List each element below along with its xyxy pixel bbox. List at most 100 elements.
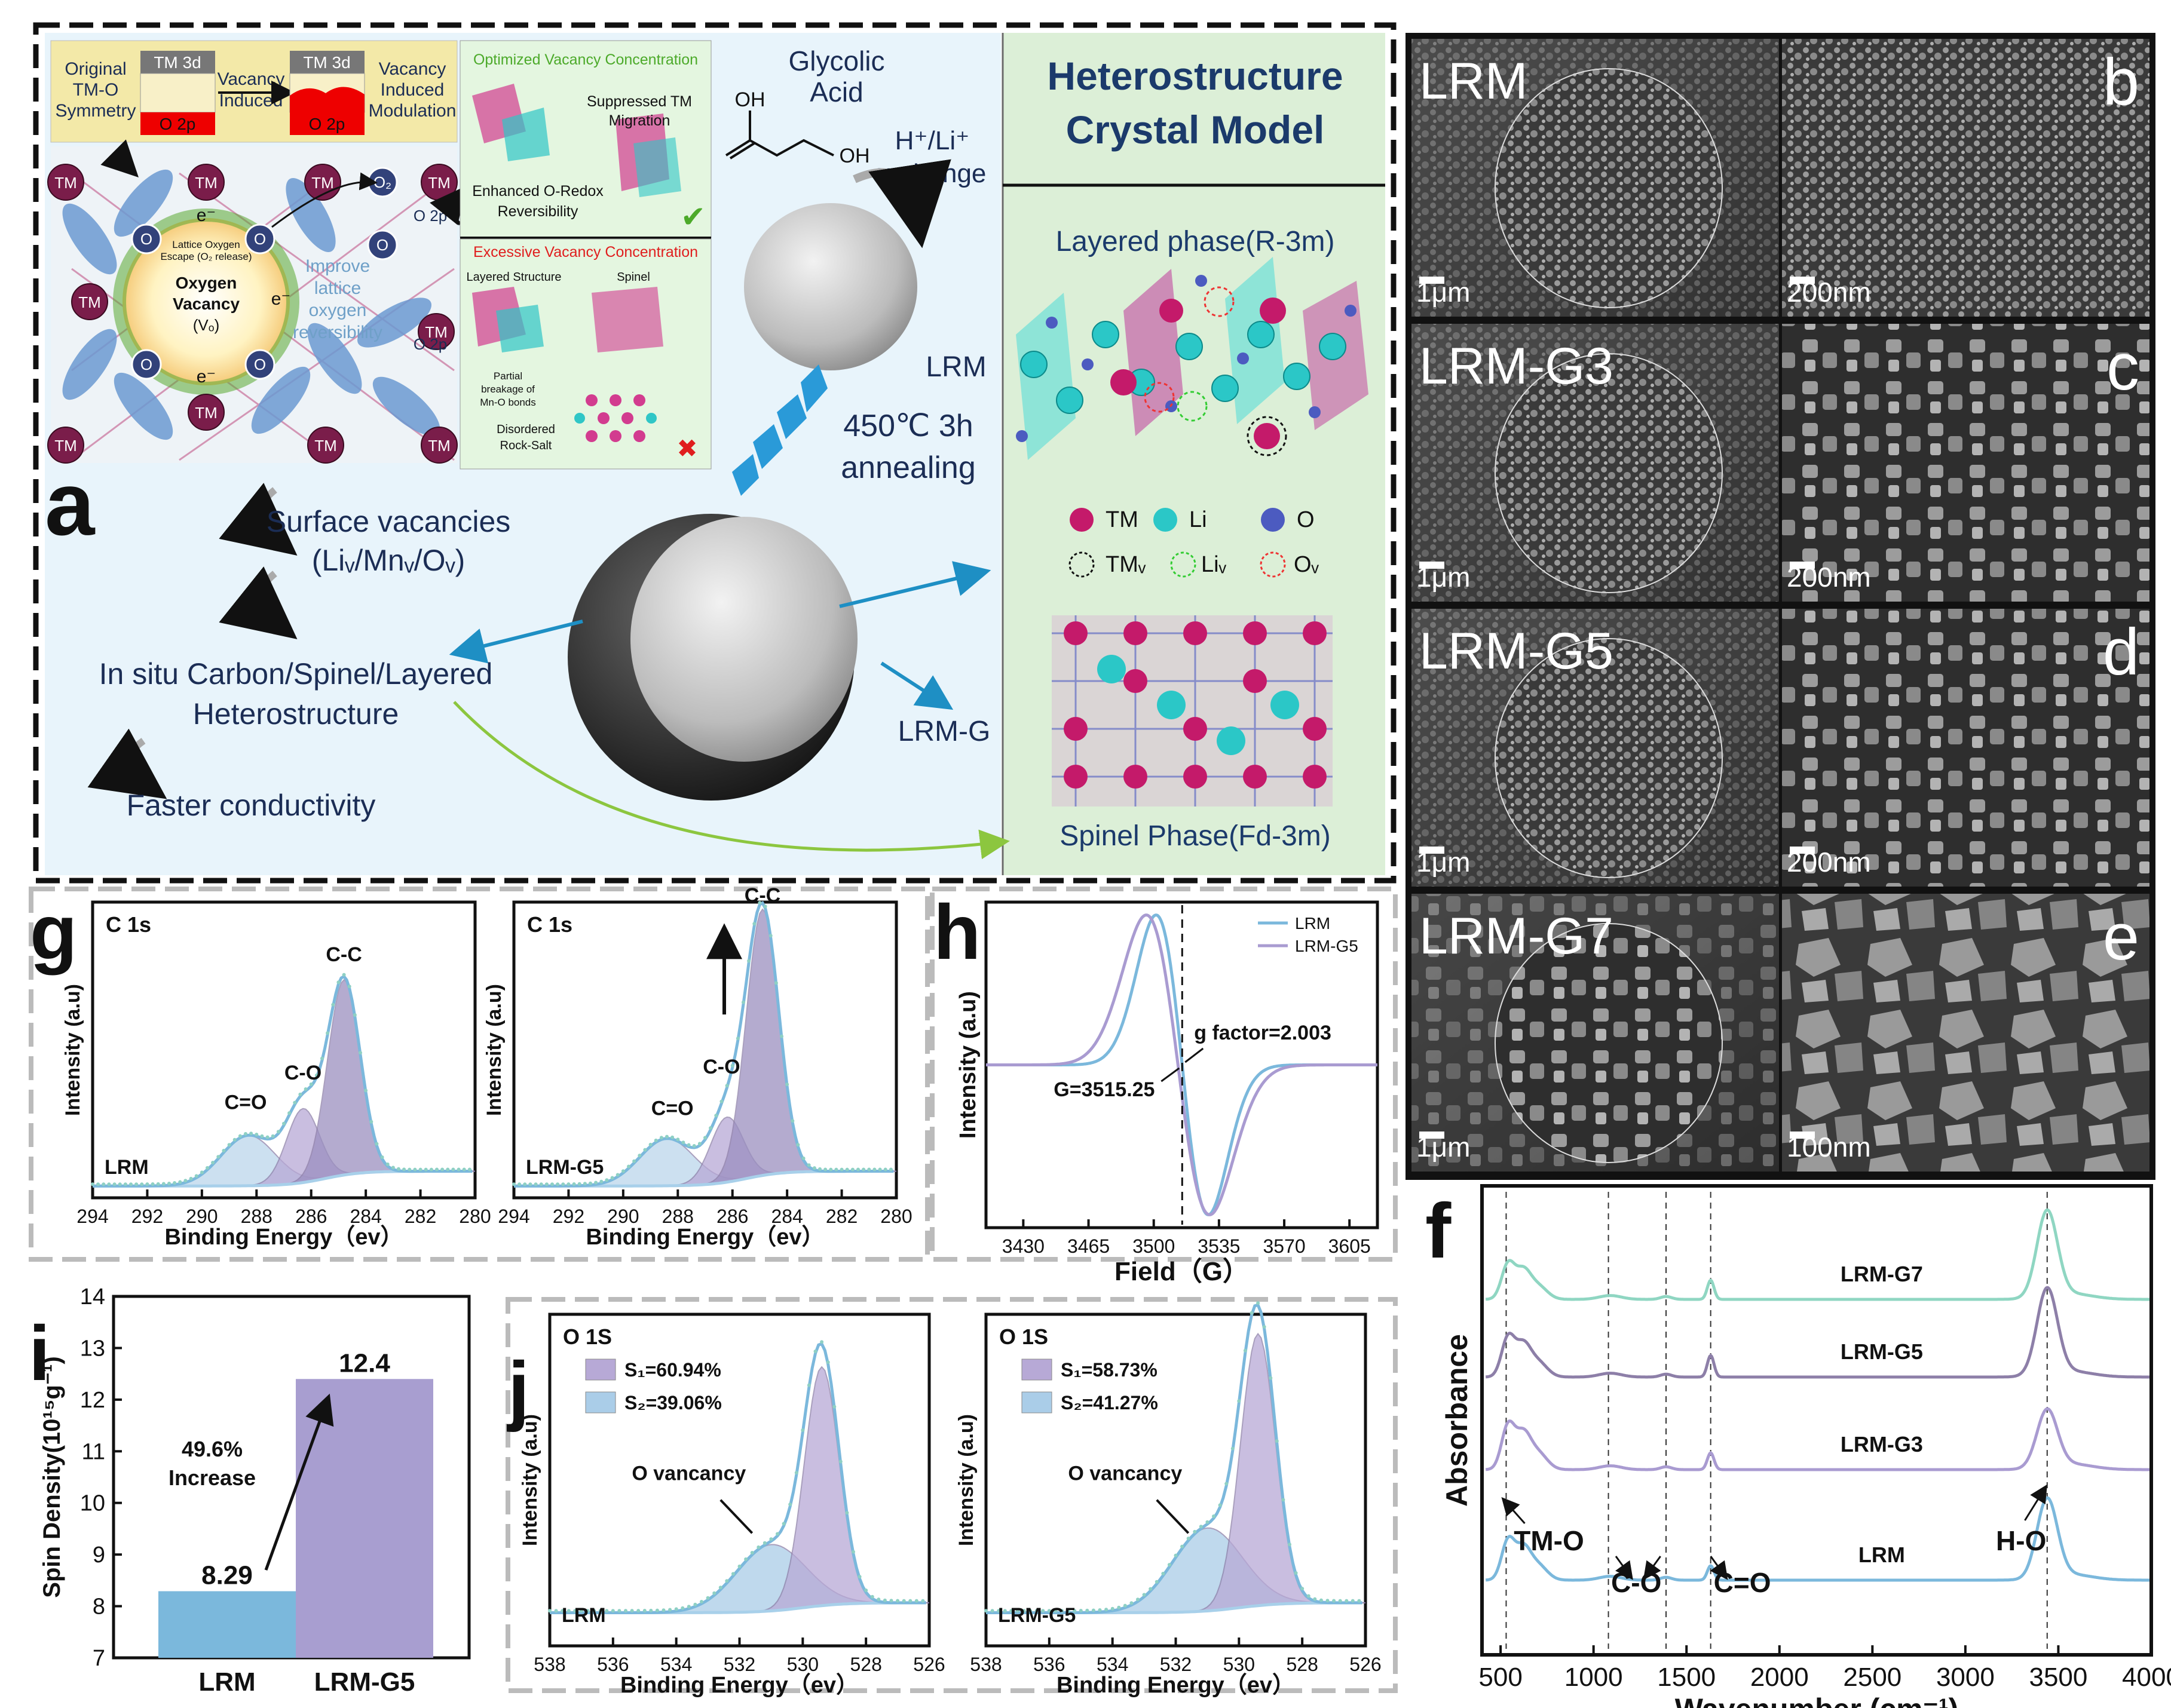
data-point <box>624 1609 627 1613</box>
data-point <box>1060 1609 1064 1613</box>
data-point <box>1110 1606 1114 1611</box>
annotation-arrow <box>1643 1556 1661 1580</box>
data-point <box>687 1143 691 1147</box>
svg-text:Oᵥ: Oᵥ <box>1294 552 1319 577</box>
chart-o1s-lrm-g5: O 1S 538 536 534 532 530 528 526 Binding Energy（… <box>955 1301 1382 1698</box>
g-factor-annotation: g factor=2.003 <box>1194 1022 1331 1044</box>
x-tick-label: 3570 <box>1263 1235 1305 1257</box>
faster-conductivity-label: Faster conductivity <box>127 789 376 822</box>
x-tick-label: 286 <box>716 1206 748 1227</box>
chart-spin-density: 7 8 9 10 11 12 13 14 Spin Density(10¹⁵g⁻¹) 8.29 LR… <box>39 1284 471 1697</box>
glycolic-label: Glycolic <box>788 45 884 76</box>
x-tick-label: 280 <box>880 1206 912 1227</box>
data-point <box>687 1605 691 1609</box>
svg-text:(Vₒ): (Vₒ) <box>193 316 219 334</box>
x-tick-label: 3500 <box>2029 1663 2087 1692</box>
modulation-label: Vacancy <box>379 59 446 79</box>
data-point <box>589 1181 592 1185</box>
data-point <box>402 1167 406 1172</box>
data-point <box>265 1135 270 1139</box>
scale-bar <box>1790 847 1815 854</box>
data-point <box>1149 1587 1153 1591</box>
data-point <box>309 1082 313 1086</box>
fit-envelope <box>514 901 894 1188</box>
lrm-sphere-icon <box>744 203 917 370</box>
data-point <box>801 1156 806 1160</box>
data-point <box>359 1051 362 1055</box>
chevron-arrows-icon <box>732 364 828 496</box>
x-tick-label: 290 <box>607 1206 639 1227</box>
x-tick-label: 2500 <box>1843 1663 1901 1692</box>
svg-text:Migration: Migration <box>609 112 670 129</box>
x-tick-label: 530 <box>1223 1654 1255 1675</box>
data-point <box>878 1167 882 1172</box>
data-point <box>812 1166 816 1170</box>
glycolic-acid-molecule-icon <box>725 111 834 160</box>
chart-title: C 1s <box>527 912 572 937</box>
data-point <box>518 1182 522 1186</box>
data-point <box>845 1167 849 1172</box>
chart-epr: 3430 3465 3500 3535 3570 3605 Field（G） Intensit… <box>956 900 1379 1286</box>
data-point <box>1073 1609 1077 1613</box>
x-tick-label: 3465 <box>1067 1235 1110 1257</box>
x-tick-label: 294 <box>76 1206 108 1227</box>
data-point <box>528 1182 532 1186</box>
data-point <box>249 1131 253 1136</box>
data-point <box>807 1383 811 1387</box>
svg-text:TMᵥ: TMᵥ <box>1106 552 1146 577</box>
panel-j-letter: j <box>506 1345 529 1433</box>
o2p-label-1: O 2p <box>160 115 196 133</box>
c-o-annotation: C-O <box>1611 1567 1661 1598</box>
data-point <box>870 1594 874 1599</box>
data-point <box>1022 1609 1026 1613</box>
scale-label: 100nm <box>1787 1131 1871 1163</box>
plot-frame <box>1480 1184 2153 1657</box>
data-point <box>96 1182 100 1186</box>
data-point <box>750 1551 754 1554</box>
data-point <box>659 1136 663 1140</box>
data-point <box>908 1599 913 1603</box>
x-category-label: LRM-G5 <box>314 1667 415 1697</box>
data-point <box>326 1031 330 1035</box>
x-tick-label: 284 <box>350 1206 381 1227</box>
disordered-label: Disordered <box>497 423 555 436</box>
data-point <box>1123 1603 1127 1608</box>
x-tick-label: 532 <box>1160 1654 1192 1675</box>
data-point <box>636 1609 641 1613</box>
data-point <box>662 1608 666 1612</box>
oh-label-1: OH <box>735 88 765 111</box>
x-tick-label: 3500 <box>1132 1235 1175 1257</box>
scale-bar <box>1790 277 1815 284</box>
data-point <box>1325 1599 1330 1603</box>
data-point <box>244 1131 247 1136</box>
y-axis-label: Intensity (a.u) <box>519 1414 541 1546</box>
sem-image-zoom <box>1782 609 2149 887</box>
svg-text:TM-O: TM-O <box>73 80 119 100</box>
sample-label: LRM-G5 <box>526 1156 604 1179</box>
data-point <box>883 1167 887 1172</box>
data-point <box>1256 1301 1260 1305</box>
data-point <box>211 1161 215 1164</box>
data-point <box>1079 1609 1083 1612</box>
x-tick-label: 3000 <box>1936 1663 1995 1692</box>
data-point <box>429 1167 433 1172</box>
x-tick-label: 3430 <box>1002 1235 1045 1257</box>
chart-title: C 1s <box>106 912 151 937</box>
data-point <box>862 1167 866 1172</box>
data-point <box>796 1143 800 1147</box>
data-point <box>304 1087 308 1091</box>
data-point <box>730 1063 734 1068</box>
svg-text:TM: TM <box>425 323 448 341</box>
legend-label: S₂=39.06% <box>624 1392 722 1413</box>
o2p-lattice-label: O 2p <box>414 207 447 225</box>
data-point <box>902 1599 906 1603</box>
panel-i-letter: i <box>29 1310 50 1397</box>
data-point <box>867 1167 871 1172</box>
data-point <box>276 1130 280 1134</box>
svg-text:Vacancy: Vacancy <box>173 295 240 313</box>
data-point <box>1269 1376 1273 1380</box>
data-point <box>512 1182 516 1186</box>
sem-particle-icon <box>1495 923 1723 1163</box>
ftir-series-line <box>1486 1496 2149 1582</box>
fit-envelope <box>986 1303 1362 1614</box>
